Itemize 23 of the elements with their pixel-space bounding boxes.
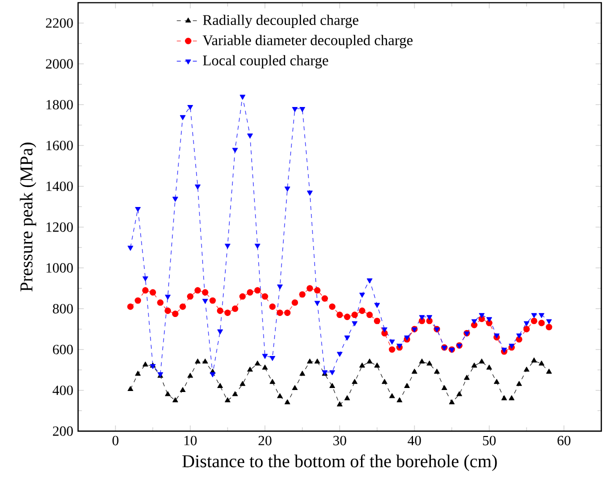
legend-label: Local coupled charge — [202, 55, 328, 68]
y-tick-label: 2200 — [46, 18, 73, 28]
legend-label: Variable diameter decoupled charge — [202, 34, 413, 48]
x-tick-label: 40 — [408, 436, 421, 446]
y-tick-label: 1600 — [46, 140, 73, 150]
x-tick-label: 50 — [483, 436, 496, 446]
y-tick-label: 600 — [52, 344, 73, 354]
x-tick-label: 0 — [112, 436, 118, 446]
y-tick-label: 1800 — [46, 100, 73, 110]
y-tick-label: 1400 — [46, 181, 73, 191]
legend-label: Radially decoupled charge — [202, 14, 358, 28]
y-tick-label: 2000 — [46, 59, 73, 69]
y-tick-label: 800 — [52, 304, 73, 314]
y-axis-title: Pressure peak (MPa) — [20, 142, 36, 292]
x-axis-title: Distance to the bottom of the borehole (cm) — [182, 454, 497, 471]
x-tick-label: 20 — [258, 436, 272, 446]
x-tick-label: 60 — [558, 436, 570, 446]
y-tick-label: 1000 — [46, 263, 73, 273]
y-tick-label: 400 — [52, 386, 73, 395]
x-tick-label: 10 — [184, 436, 197, 446]
x-tick-label: 30 — [333, 436, 346, 446]
y-tick-label: 200 — [52, 426, 73, 436]
y-tick-label: 1200 — [46, 222, 73, 232]
